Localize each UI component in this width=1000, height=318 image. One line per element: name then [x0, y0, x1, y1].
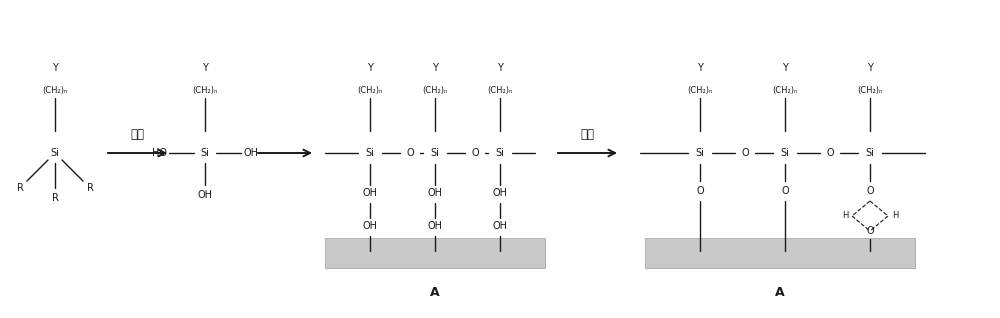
Text: H: H: [892, 211, 898, 220]
Text: OH: OH: [362, 221, 378, 231]
Text: OH: OH: [428, 188, 442, 198]
Text: Si: Si: [201, 148, 209, 158]
Text: Y: Y: [782, 63, 788, 73]
Text: O: O: [741, 148, 749, 158]
Text: R: R: [87, 183, 93, 193]
Text: OH: OH: [492, 188, 508, 198]
Text: Si: Si: [781, 148, 789, 158]
Text: Y: Y: [432, 63, 438, 73]
Text: Y: Y: [867, 63, 873, 73]
Text: (CH₂)ₙ: (CH₂)ₙ: [422, 86, 448, 95]
Text: Si: Si: [51, 148, 59, 158]
Text: Y: Y: [52, 63, 58, 73]
Text: 水解: 水解: [130, 128, 144, 142]
Text: Y: Y: [697, 63, 703, 73]
Bar: [645, 238, 915, 268]
Text: OH: OH: [243, 148, 258, 158]
Text: OH: OH: [428, 221, 442, 231]
Text: (CH₂)ₙ: (CH₂)ₙ: [772, 86, 798, 95]
Text: Si: Si: [866, 148, 874, 158]
Bar: [325, 238, 545, 268]
Bar: [325, 238, 545, 268]
Text: Si: Si: [496, 148, 504, 158]
Text: A: A: [430, 287, 440, 300]
Text: O: O: [696, 186, 704, 196]
Text: R: R: [52, 193, 58, 203]
Text: O: O: [866, 186, 874, 196]
Text: 缩合: 缩合: [580, 128, 594, 142]
Text: O: O: [471, 148, 479, 158]
Text: Y: Y: [367, 63, 373, 73]
Text: O: O: [866, 226, 874, 236]
Text: Si: Si: [431, 148, 439, 158]
Text: OH: OH: [362, 188, 378, 198]
Text: (CH₂)ₙ: (CH₂)ₙ: [192, 86, 218, 95]
Bar: [645, 238, 915, 268]
Text: H: H: [842, 211, 848, 220]
Text: OH: OH: [198, 190, 212, 200]
Text: (CH₂)ₙ: (CH₂)ₙ: [42, 86, 68, 95]
Text: Y: Y: [497, 63, 503, 73]
Text: Y: Y: [202, 63, 208, 73]
Text: R: R: [17, 183, 23, 193]
Text: A: A: [775, 287, 785, 300]
Text: Si: Si: [696, 148, 704, 158]
Text: O: O: [781, 186, 789, 196]
Text: O: O: [826, 148, 834, 158]
Text: (CH₂)ₙ: (CH₂)ₙ: [357, 86, 383, 95]
Text: HO: HO: [152, 148, 167, 158]
Text: (CH₂)ₙ: (CH₂)ₙ: [687, 86, 713, 95]
Text: O: O: [406, 148, 414, 158]
Text: (CH₂)ₙ: (CH₂)ₙ: [857, 86, 883, 95]
Text: Si: Si: [366, 148, 374, 158]
Text: (CH₂)ₙ: (CH₂)ₙ: [487, 86, 513, 95]
Text: OH: OH: [492, 221, 508, 231]
